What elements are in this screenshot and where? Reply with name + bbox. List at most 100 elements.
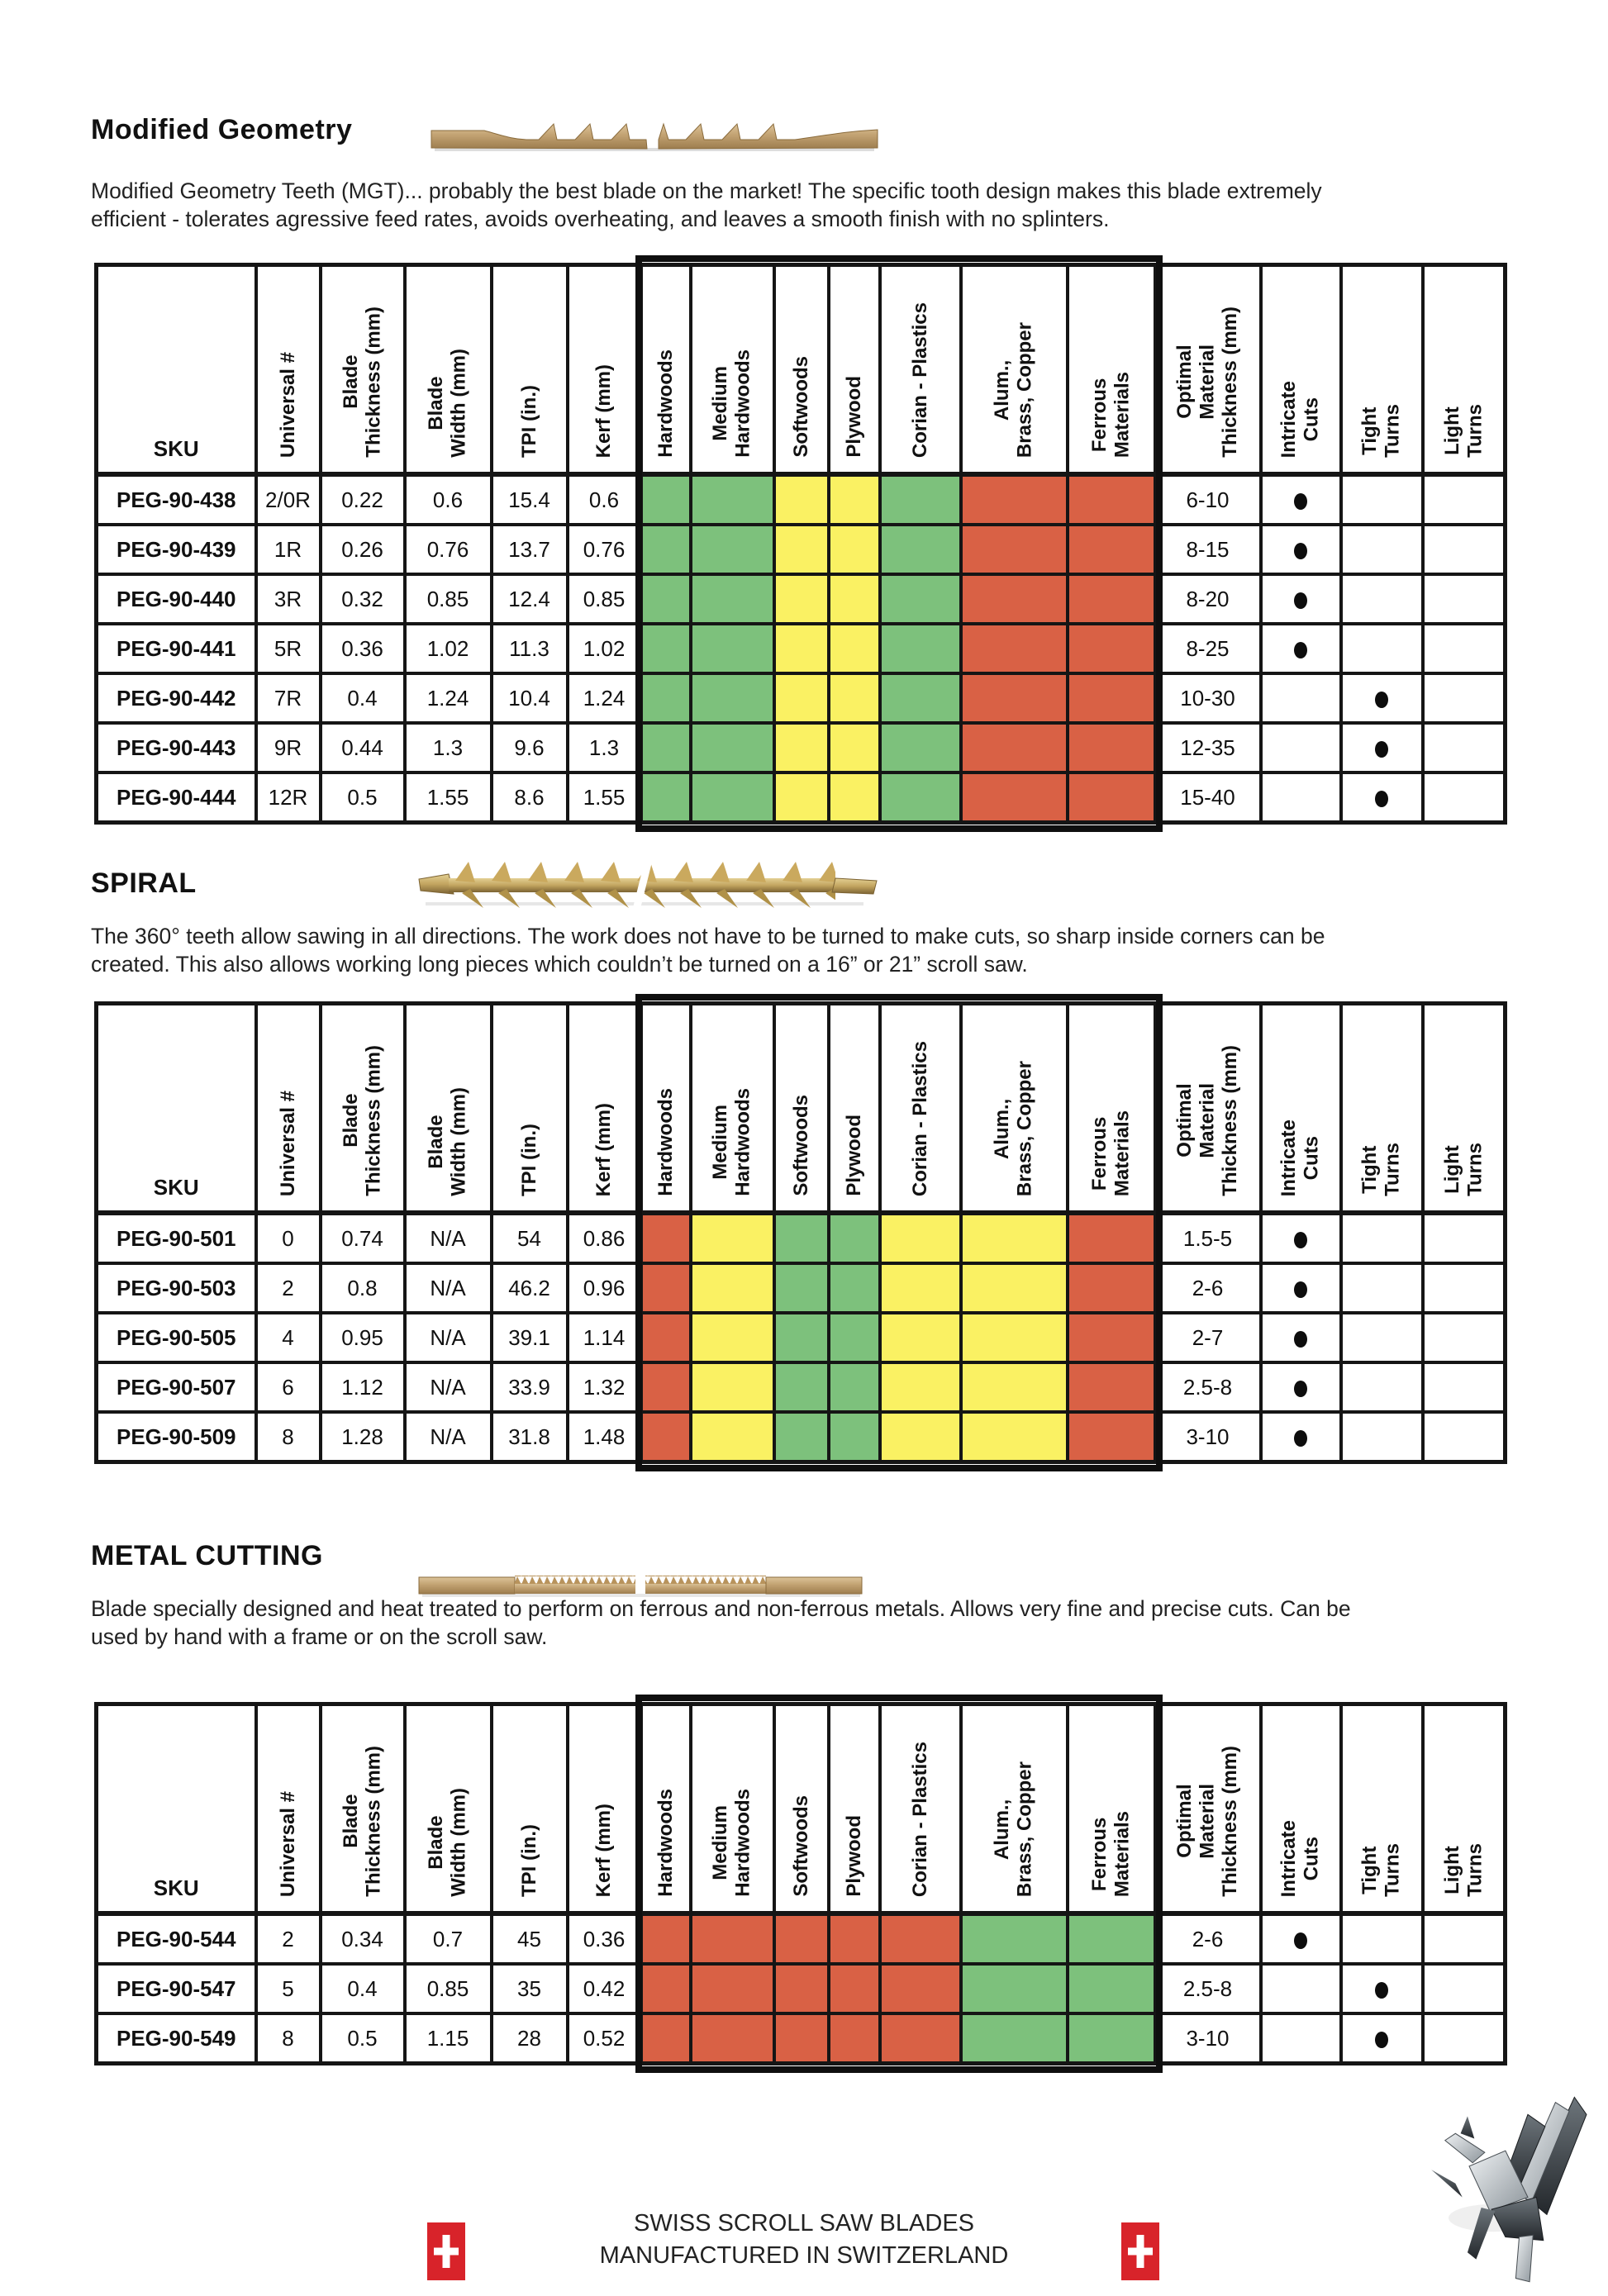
column-header-corian-plastics: Corian - Plastics — [878, 1702, 963, 1916]
cell-width: N/A — [402, 1211, 493, 1265]
column-header-label: Plywood — [842, 1815, 865, 1897]
cell-kerf: 0.76 — [565, 523, 643, 576]
column-header-label: TPI (in.) — [517, 1124, 540, 1196]
cell-tpi: 8.6 — [489, 771, 569, 825]
cell-tpi: 12.4 — [489, 573, 569, 625]
cell-optimal: 3-10 — [1153, 1410, 1263, 1464]
suitability-corian-plastics — [878, 1262, 963, 1314]
suitability-medium-hardwoods — [688, 1311, 776, 1364]
column-header-width: Blade Width (mm) — [402, 263, 493, 477]
cell-kerf: 1.24 — [565, 672, 643, 725]
flag-intricate — [1258, 1410, 1343, 1464]
cell-width: N/A — [402, 1311, 493, 1364]
column-header-sku: SKU — [94, 1001, 258, 1215]
suitability-alum-brass-copper — [959, 1262, 1069, 1314]
modified-geometry-blade-image — [431, 122, 878, 151]
cell-width: 0.6 — [402, 473, 493, 526]
section-description: Blade specially designed and heat treate… — [91, 1596, 1351, 1649]
flag-tight — [1339, 1262, 1425, 1314]
suitability-softwoods — [772, 573, 830, 625]
suitability-alum-brass-copper — [959, 721, 1069, 774]
column-header-label: Tight Turns — [1358, 1143, 1404, 1196]
cell-tpi: 33.9 — [489, 1361, 569, 1414]
cell-tpi: 11.3 — [489, 622, 569, 675]
header-row: SKU Universal # Blade Thickness (mm) Blade … — [94, 1001, 1507, 1215]
suitability-softwoods — [772, 1361, 830, 1414]
flag-intricate — [1258, 573, 1343, 625]
column-header-label: SKU — [153, 1175, 199, 1200]
column-header-label: Kerf (mm) — [592, 1803, 616, 1897]
suitability-hardwoods — [639, 1912, 692, 1966]
flag-tight — [1339, 771, 1425, 825]
suitability-alum-brass-copper — [959, 672, 1069, 725]
cell-sku: PEG-90-505 — [94, 1311, 258, 1364]
column-header-label: Blade Width (mm) — [425, 1788, 470, 1897]
suitability-alum-brass-copper — [959, 473, 1069, 526]
dot-marker — [1294, 1281, 1307, 1298]
column-header-label: Medium Hardwoods — [709, 1789, 754, 1897]
blade-row-PEG-90-443: PEG-90-443 9R 0.44 1.3 9.6 1.3 12-35 — [94, 721, 1507, 774]
cell-optimal: 6-10 — [1153, 473, 1263, 526]
cell-thickness: 0.8 — [318, 1262, 407, 1314]
suitability-softwoods — [772, 721, 830, 774]
dot-marker — [1294, 641, 1307, 658]
cell-kerf: 1.14 — [565, 1311, 643, 1364]
cell-universal: 6 — [254, 1361, 322, 1414]
suitability-hardwoods — [639, 1262, 692, 1314]
flag-light — [1420, 523, 1507, 576]
spiral-table-wrap: SKU Universal # Blade Thickness (mm) Blade … — [94, 994, 1507, 1471]
dot-marker — [1294, 1380, 1307, 1397]
suitability-corian-plastics — [878, 473, 963, 526]
suitability-medium-hardwoods — [688, 2012, 776, 2065]
suitability-alum-brass-copper — [959, 1410, 1069, 1464]
cell-sku: PEG-90-507 — [94, 1361, 258, 1414]
column-header-plywood: Plywood — [826, 1702, 882, 1916]
cell-width: 0.85 — [402, 573, 493, 625]
suitability-ferrous-materials — [1065, 1211, 1157, 1265]
column-header-label: Intricate Cuts — [1277, 1819, 1323, 1897]
column-header-label: Corian - Plastics — [908, 302, 931, 458]
cell-tpi: 15.4 — [489, 473, 569, 526]
cell-width: N/A — [402, 1361, 493, 1414]
dot-marker — [1294, 592, 1307, 609]
flag-light — [1420, 473, 1507, 526]
dot-marker — [1294, 1231, 1307, 1248]
cell-universal: 2 — [254, 1912, 322, 1966]
cell-kerf: 1.55 — [565, 771, 643, 825]
suitability-softwoods — [772, 473, 830, 526]
suitability-corian-plastics — [878, 771, 963, 825]
blade-row-PEG-90-441: PEG-90-441 5R 0.36 1.02 11.3 1.02 8-25 — [94, 622, 1507, 675]
cell-universal: 5R — [254, 622, 322, 675]
flag-intricate — [1258, 1912, 1343, 1966]
cell-kerf: 0.96 — [565, 1262, 643, 1314]
cell-thickness: 0.74 — [318, 1211, 407, 1265]
column-header-thickness: Blade Thickness (mm) — [318, 1702, 407, 1916]
flag-light — [1420, 1262, 1507, 1314]
column-header-optimal: Optimal Material Thickness (mm) — [1153, 1001, 1263, 1215]
suitability-medium-hardwoods — [688, 1912, 776, 1966]
blade-row-PEG-90-505: PEG-90-505 4 0.95 N/A 39.1 1.14 2-7 — [94, 1311, 1507, 1364]
suitability-plywood — [826, 1361, 882, 1414]
flag-tight — [1339, 1211, 1425, 1265]
suitability-hardwoods — [639, 622, 692, 675]
column-header-label: Ferrous Materials — [1087, 1110, 1134, 1196]
suitability-alum-brass-copper — [959, 1912, 1069, 1966]
cell-thickness: 0.36 — [318, 622, 407, 675]
column-header-ferrous-materials: Ferrous Materials — [1065, 1001, 1157, 1215]
column-header-sku: SKU — [94, 1702, 258, 1916]
cell-tpi: 45 — [489, 1912, 569, 1966]
suitability-ferrous-materials — [1065, 1912, 1157, 1966]
column-header-label: Universal # — [276, 1790, 299, 1897]
blade-row-PEG-90-439: PEG-90-439 1R 0.26 0.76 13.7 0.76 8-15 — [94, 523, 1507, 576]
flag-light — [1420, 1311, 1507, 1364]
column-header-alum-brass-copper: Alum., Brass, Copper — [959, 1001, 1069, 1215]
blade-row-PEG-90-547: PEG-90-547 5 0.4 0.85 35 0.42 2.5-8 — [94, 1962, 1507, 2015]
column-header-hardwoods: Hardwoods — [639, 1001, 692, 1215]
flag-light — [1420, 573, 1507, 625]
cell-sku: PEG-90-501 — [94, 1211, 258, 1265]
column-header-width: Blade Width (mm) — [402, 1001, 493, 1215]
column-header-alum-brass-copper: Alum., Brass, Copper — [959, 1702, 1069, 1916]
column-header-ferrous-materials: Ferrous Materials — [1065, 1702, 1157, 1916]
suitability-plywood — [826, 1311, 882, 1364]
cell-sku: PEG-90-444 — [94, 771, 258, 825]
